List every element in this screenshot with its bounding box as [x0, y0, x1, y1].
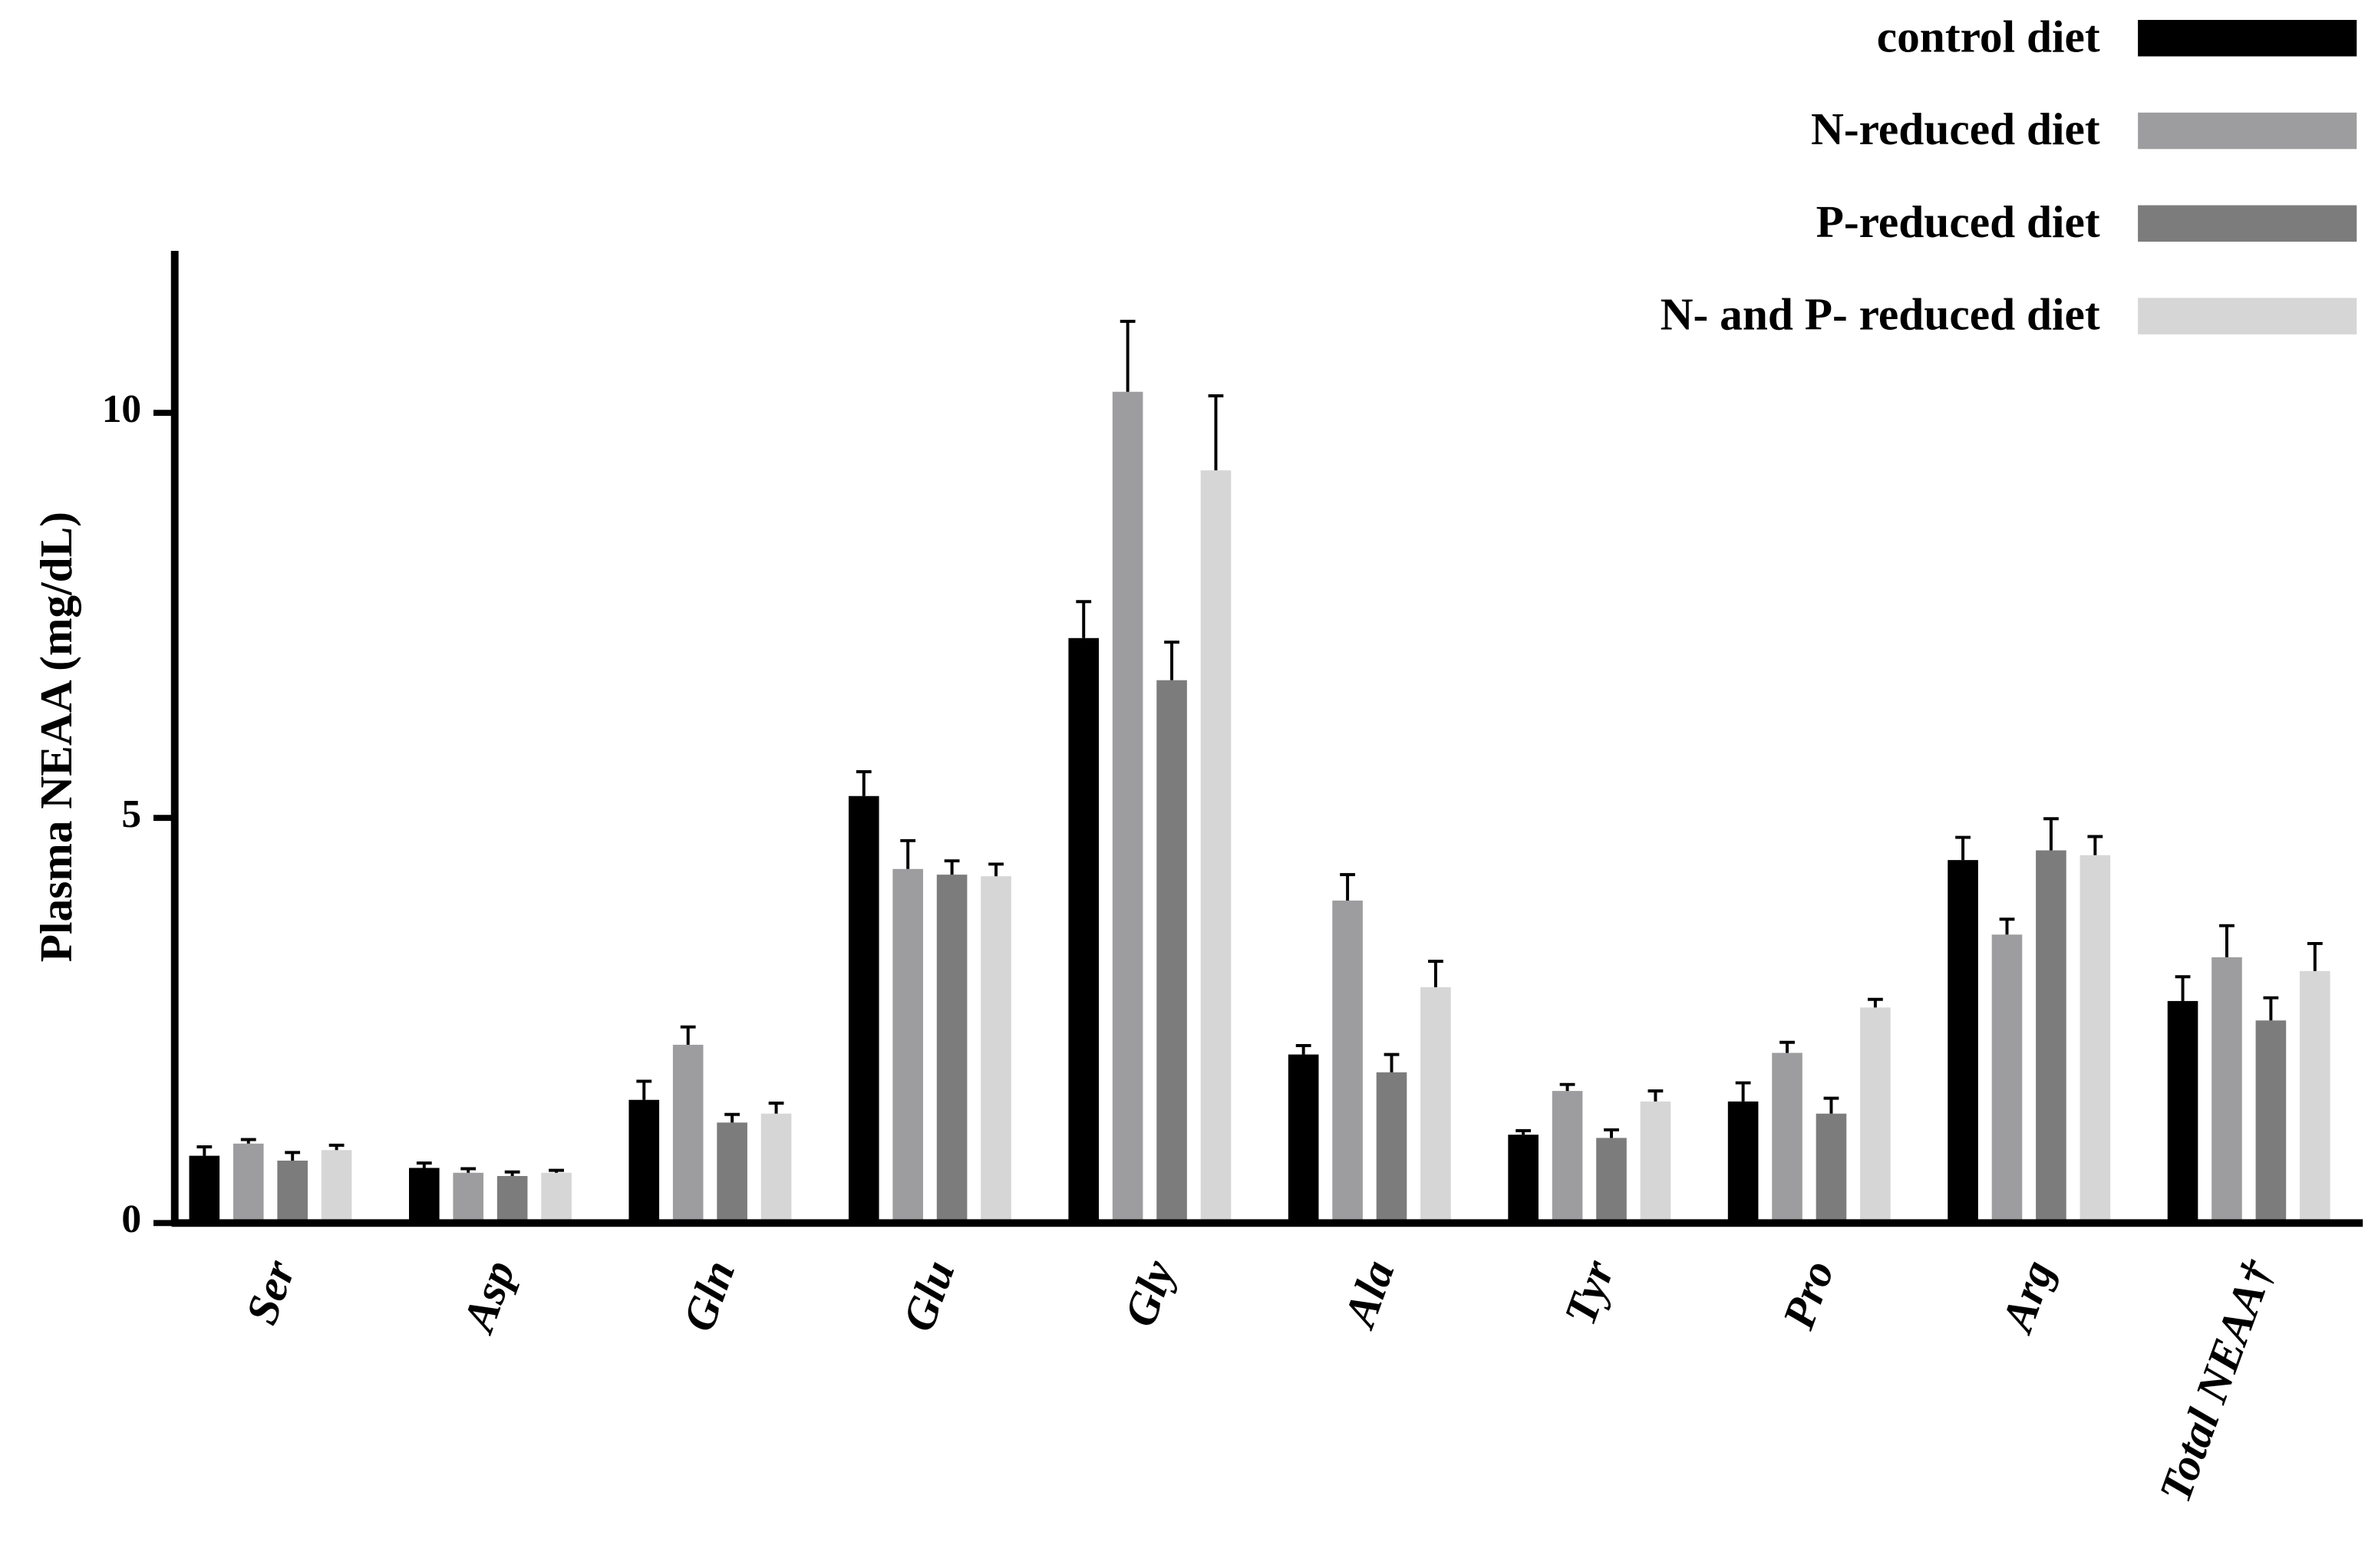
- bar: [321, 1150, 352, 1224]
- bar: [1727, 1101, 1759, 1224]
- bar: [1508, 1135, 1539, 1224]
- bar: [453, 1172, 484, 1224]
- bar: [1596, 1138, 1627, 1224]
- bar: [672, 1044, 704, 1224]
- y-tick-label: 0: [121, 1197, 141, 1241]
- bar: [892, 868, 923, 1224]
- bar: [1376, 1072, 1407, 1224]
- bar: [1156, 680, 1187, 1224]
- bar: [1816, 1113, 1847, 1224]
- x-tick-label: Arg: [1990, 1253, 2063, 1340]
- bar: [496, 1176, 528, 1224]
- x-tick-label: Gln: [673, 1253, 745, 1337]
- bar: [717, 1122, 747, 1224]
- x-tick-label: Glu: [892, 1253, 965, 1337]
- bar: [1112, 391, 1143, 1224]
- bar: [2300, 970, 2330, 1224]
- bar: [409, 1168, 440, 1224]
- x-tick-label: Gly: [1114, 1253, 1185, 1333]
- legend-swatch: [2138, 205, 2357, 242]
- bar: [2255, 1020, 2287, 1224]
- bar: [189, 1155, 220, 1224]
- y-tick-label: 5: [121, 792, 141, 836]
- legend-swatch: [2138, 298, 2357, 334]
- bar: [233, 1143, 264, 1224]
- bar: [1772, 1052, 1802, 1224]
- bar: [1948, 860, 1978, 1224]
- legend-label: N-reduced diet: [1811, 104, 2100, 154]
- bar: [2167, 1000, 2198, 1224]
- bar: [628, 1099, 660, 1224]
- bar: [2036, 850, 2066, 1224]
- legend-label: P-reduced diet: [1816, 196, 2100, 247]
- x-tick-label: Asp: [452, 1253, 525, 1340]
- x-tick-label: Ser: [236, 1253, 305, 1330]
- bar: [848, 796, 879, 1224]
- bar: [1991, 934, 2023, 1224]
- bar: [760, 1113, 792, 1224]
- bar: [981, 876, 1011, 1224]
- bar: [1068, 637, 1100, 1224]
- x-tick-label: Ala: [1333, 1253, 1404, 1336]
- y-tick-label: 10: [102, 387, 141, 431]
- bar: [1332, 900, 1363, 1224]
- legend-label: control diet: [1877, 11, 2100, 61]
- legend-swatch: [2138, 112, 2357, 150]
- x-tick-label: Total NEAA†: [2149, 1253, 2284, 1508]
- bar: [1860, 1007, 1891, 1224]
- bar: [2080, 855, 2111, 1224]
- bar: [936, 875, 968, 1224]
- x-tick-label: Pro: [1773, 1253, 1844, 1336]
- bar: [1420, 987, 1451, 1224]
- y-axis-label: Plasma NEAA (mg/dL): [31, 512, 81, 962]
- bar: [2211, 957, 2242, 1224]
- bar: [1200, 470, 1232, 1224]
- bar: [1640, 1101, 1671, 1224]
- bar: [277, 1160, 308, 1224]
- bar: [541, 1172, 572, 1224]
- bar: [1288, 1054, 1319, 1224]
- legend-label: N- and P- reduced diet: [1661, 289, 2100, 340]
- bar: [1552, 1091, 1583, 1224]
- x-tick-label: Tyr: [1555, 1253, 1624, 1331]
- legend-swatch: [2138, 19, 2357, 57]
